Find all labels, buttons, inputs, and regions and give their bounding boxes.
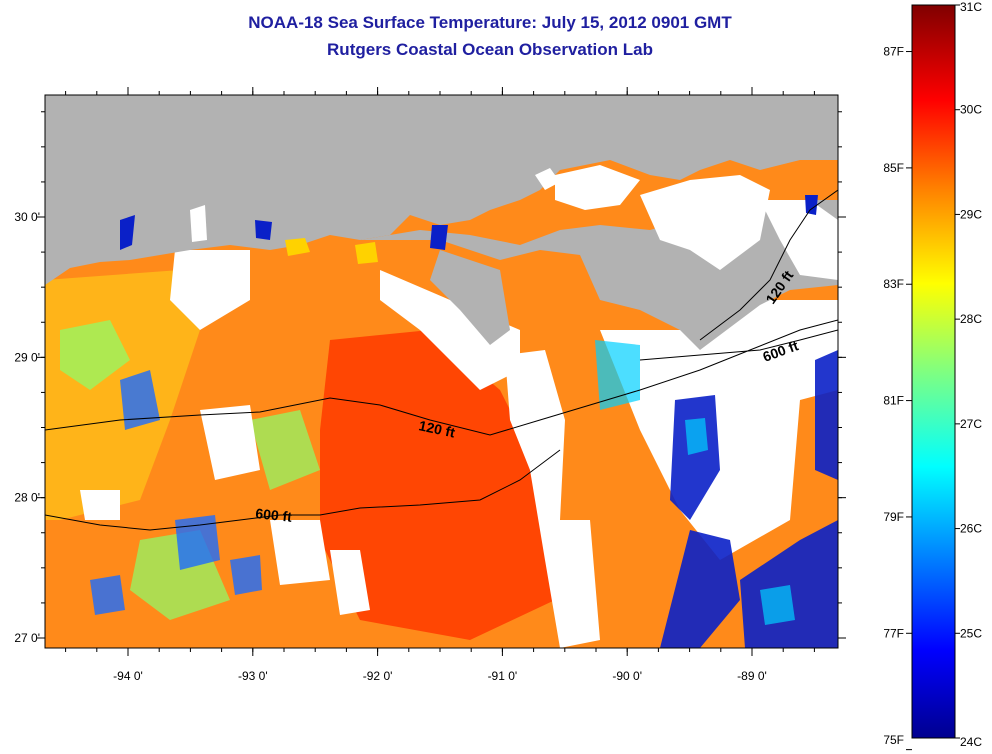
colorbar-fahrenheit-label: 79F bbox=[883, 510, 904, 524]
cloud-mask-west bbox=[80, 405, 370, 615]
colorbar-fahrenheit-labels: 87F 85F 83F 81F 79F 77F 75F bbox=[883, 45, 912, 751]
longitude-axis: -94 0' -93 0' -92 0' -91 0' -90 0' -89 0' bbox=[65, 87, 815, 683]
lon-tick-label: -89 0' bbox=[737, 669, 767, 683]
colorbar-celsius-label: 26C bbox=[960, 522, 982, 536]
colorbar-celsius-label: 29C bbox=[960, 207, 982, 221]
lat-tick-label: 27 0' bbox=[14, 631, 40, 645]
lon-tick-label: -92 0' bbox=[363, 669, 393, 683]
land-mass bbox=[45, 95, 838, 285]
delta-land-inner bbox=[430, 250, 510, 345]
colorbar-celsius-label: 30C bbox=[960, 103, 982, 117]
map-frame bbox=[44, 94, 839, 649]
colorbar-fahrenheit-label: 85F bbox=[883, 161, 904, 175]
colorbar: 31C 30C 29C 28C 27C 26C 25C 24C 87F 85F 83F 81F 79F… bbox=[883, 0, 982, 751]
lon-tick-label: -90 0' bbox=[612, 669, 642, 683]
cloud-mask-far-east bbox=[600, 300, 838, 560]
delta-lakes bbox=[535, 165, 838, 280]
lon-tick-label: -91 0' bbox=[488, 669, 518, 683]
colorbar-celsius-labels: 31C 30C 29C 28C 27C 26C 25C 24C bbox=[955, 0, 982, 749]
colorbar-celsius-label: 28C bbox=[960, 312, 982, 326]
map-title: NOAA-18 Sea Surface Temperature: July 15… bbox=[248, 13, 732, 32]
sst-cyan-east bbox=[595, 340, 795, 625]
colorbar-fahrenheit-label: 75F bbox=[883, 733, 904, 747]
map-subtitle: Rutgers Coastal Ocean Observation Lab bbox=[327, 40, 653, 59]
colorbar-fahrenheit-label: 77F bbox=[883, 626, 904, 640]
lake-blue-coast bbox=[120, 195, 818, 250]
colorbar-fahrenheit-label: 87F bbox=[883, 45, 904, 59]
lat-tick-label: 30 0' bbox=[14, 210, 40, 224]
colorbar-celsius-label: 24C bbox=[960, 735, 982, 749]
isobath-120ft-west bbox=[45, 319, 838, 436]
colorbar-celsius-label: 27C bbox=[960, 417, 982, 431]
colorbar-gradient bbox=[911, 4, 956, 739]
lake-white-coast bbox=[190, 205, 207, 242]
map-panel: 120 ft 600 ft 120 ft 600 ft bbox=[45, 95, 838, 648]
sst-hot-core bbox=[320, 330, 555, 640]
cloud-mask-central bbox=[170, 250, 520, 390]
lat-tick-label: 29 0' bbox=[14, 350, 40, 364]
colorbar-fahrenheit-label: 83F bbox=[883, 277, 904, 291]
lat-tick-label: 28 0' bbox=[14, 491, 40, 505]
contour-label-600ft-west: 600 ft bbox=[255, 505, 293, 525]
isobath-600ft-west bbox=[45, 449, 561, 531]
sst-blue-patches-west bbox=[90, 370, 262, 615]
contour-label-120ft-west: 120 ft bbox=[417, 417, 456, 440]
latitude-axis: 27 0' 28 0' 29 0' 30 0' bbox=[14, 111, 846, 645]
cloud-mask-east bbox=[505, 350, 600, 648]
colorbar-celsius-label: 31C bbox=[960, 0, 982, 14]
isobath-120ft-east bbox=[699, 189, 838, 341]
colorbar-fahrenheit-label: 81F bbox=[883, 394, 904, 408]
isobath-600ft-east bbox=[639, 329, 838, 361]
colorbar-celsius-label: 25C bbox=[960, 626, 982, 640]
lon-tick-label: -94 0' bbox=[113, 669, 143, 683]
lon-tick-label: -93 0' bbox=[238, 669, 268, 683]
lake-yellow-coast bbox=[285, 238, 378, 264]
